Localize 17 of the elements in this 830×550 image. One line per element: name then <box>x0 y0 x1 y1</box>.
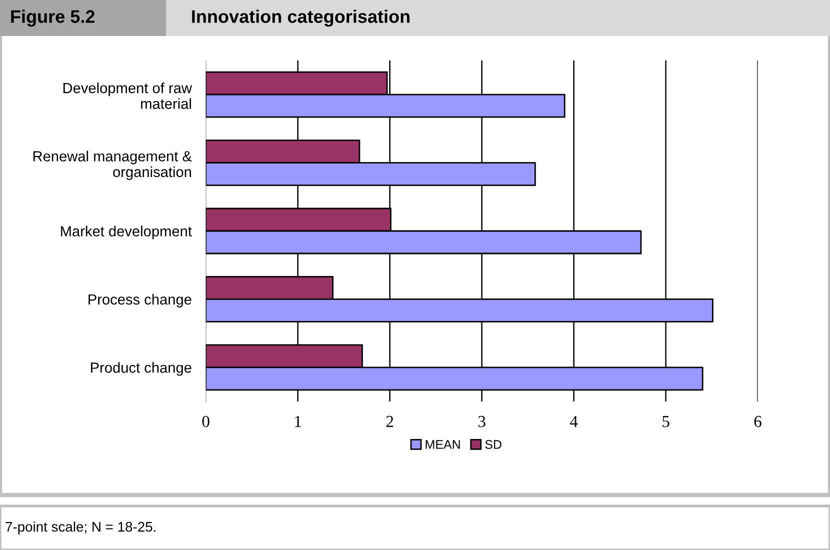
caption: Figure 5.2 <box>11 10 95 27</box>
x-tick-label: 5 <box>662 416 670 428</box>
chart-title: Innovation categorisation <box>192 10 410 27</box>
x-tick-label: 0 <box>202 416 210 428</box>
legend-label: MEAN <box>426 440 460 449</box>
x-tick-label: 3 <box>478 416 486 428</box>
x-tick-label: 6 <box>754 416 762 428</box>
y-tick-label: Development of raw material <box>63 82 192 109</box>
x-tick-label: 1 <box>295 416 301 427</box>
x-tick-label: 2 <box>386 416 394 427</box>
y-tick-label: Renewal management & organisation <box>33 150 192 180</box>
y-tick-label: Product change <box>91 362 192 376</box>
text: 7-point scale; N = 18-25. <box>6 522 156 534</box>
x-tick-label: 4 <box>570 416 578 427</box>
y-tick-label: Market development <box>61 226 192 240</box>
legend-label: SD <box>485 440 502 449</box>
y-tick-label: Process change <box>88 294 192 308</box>
